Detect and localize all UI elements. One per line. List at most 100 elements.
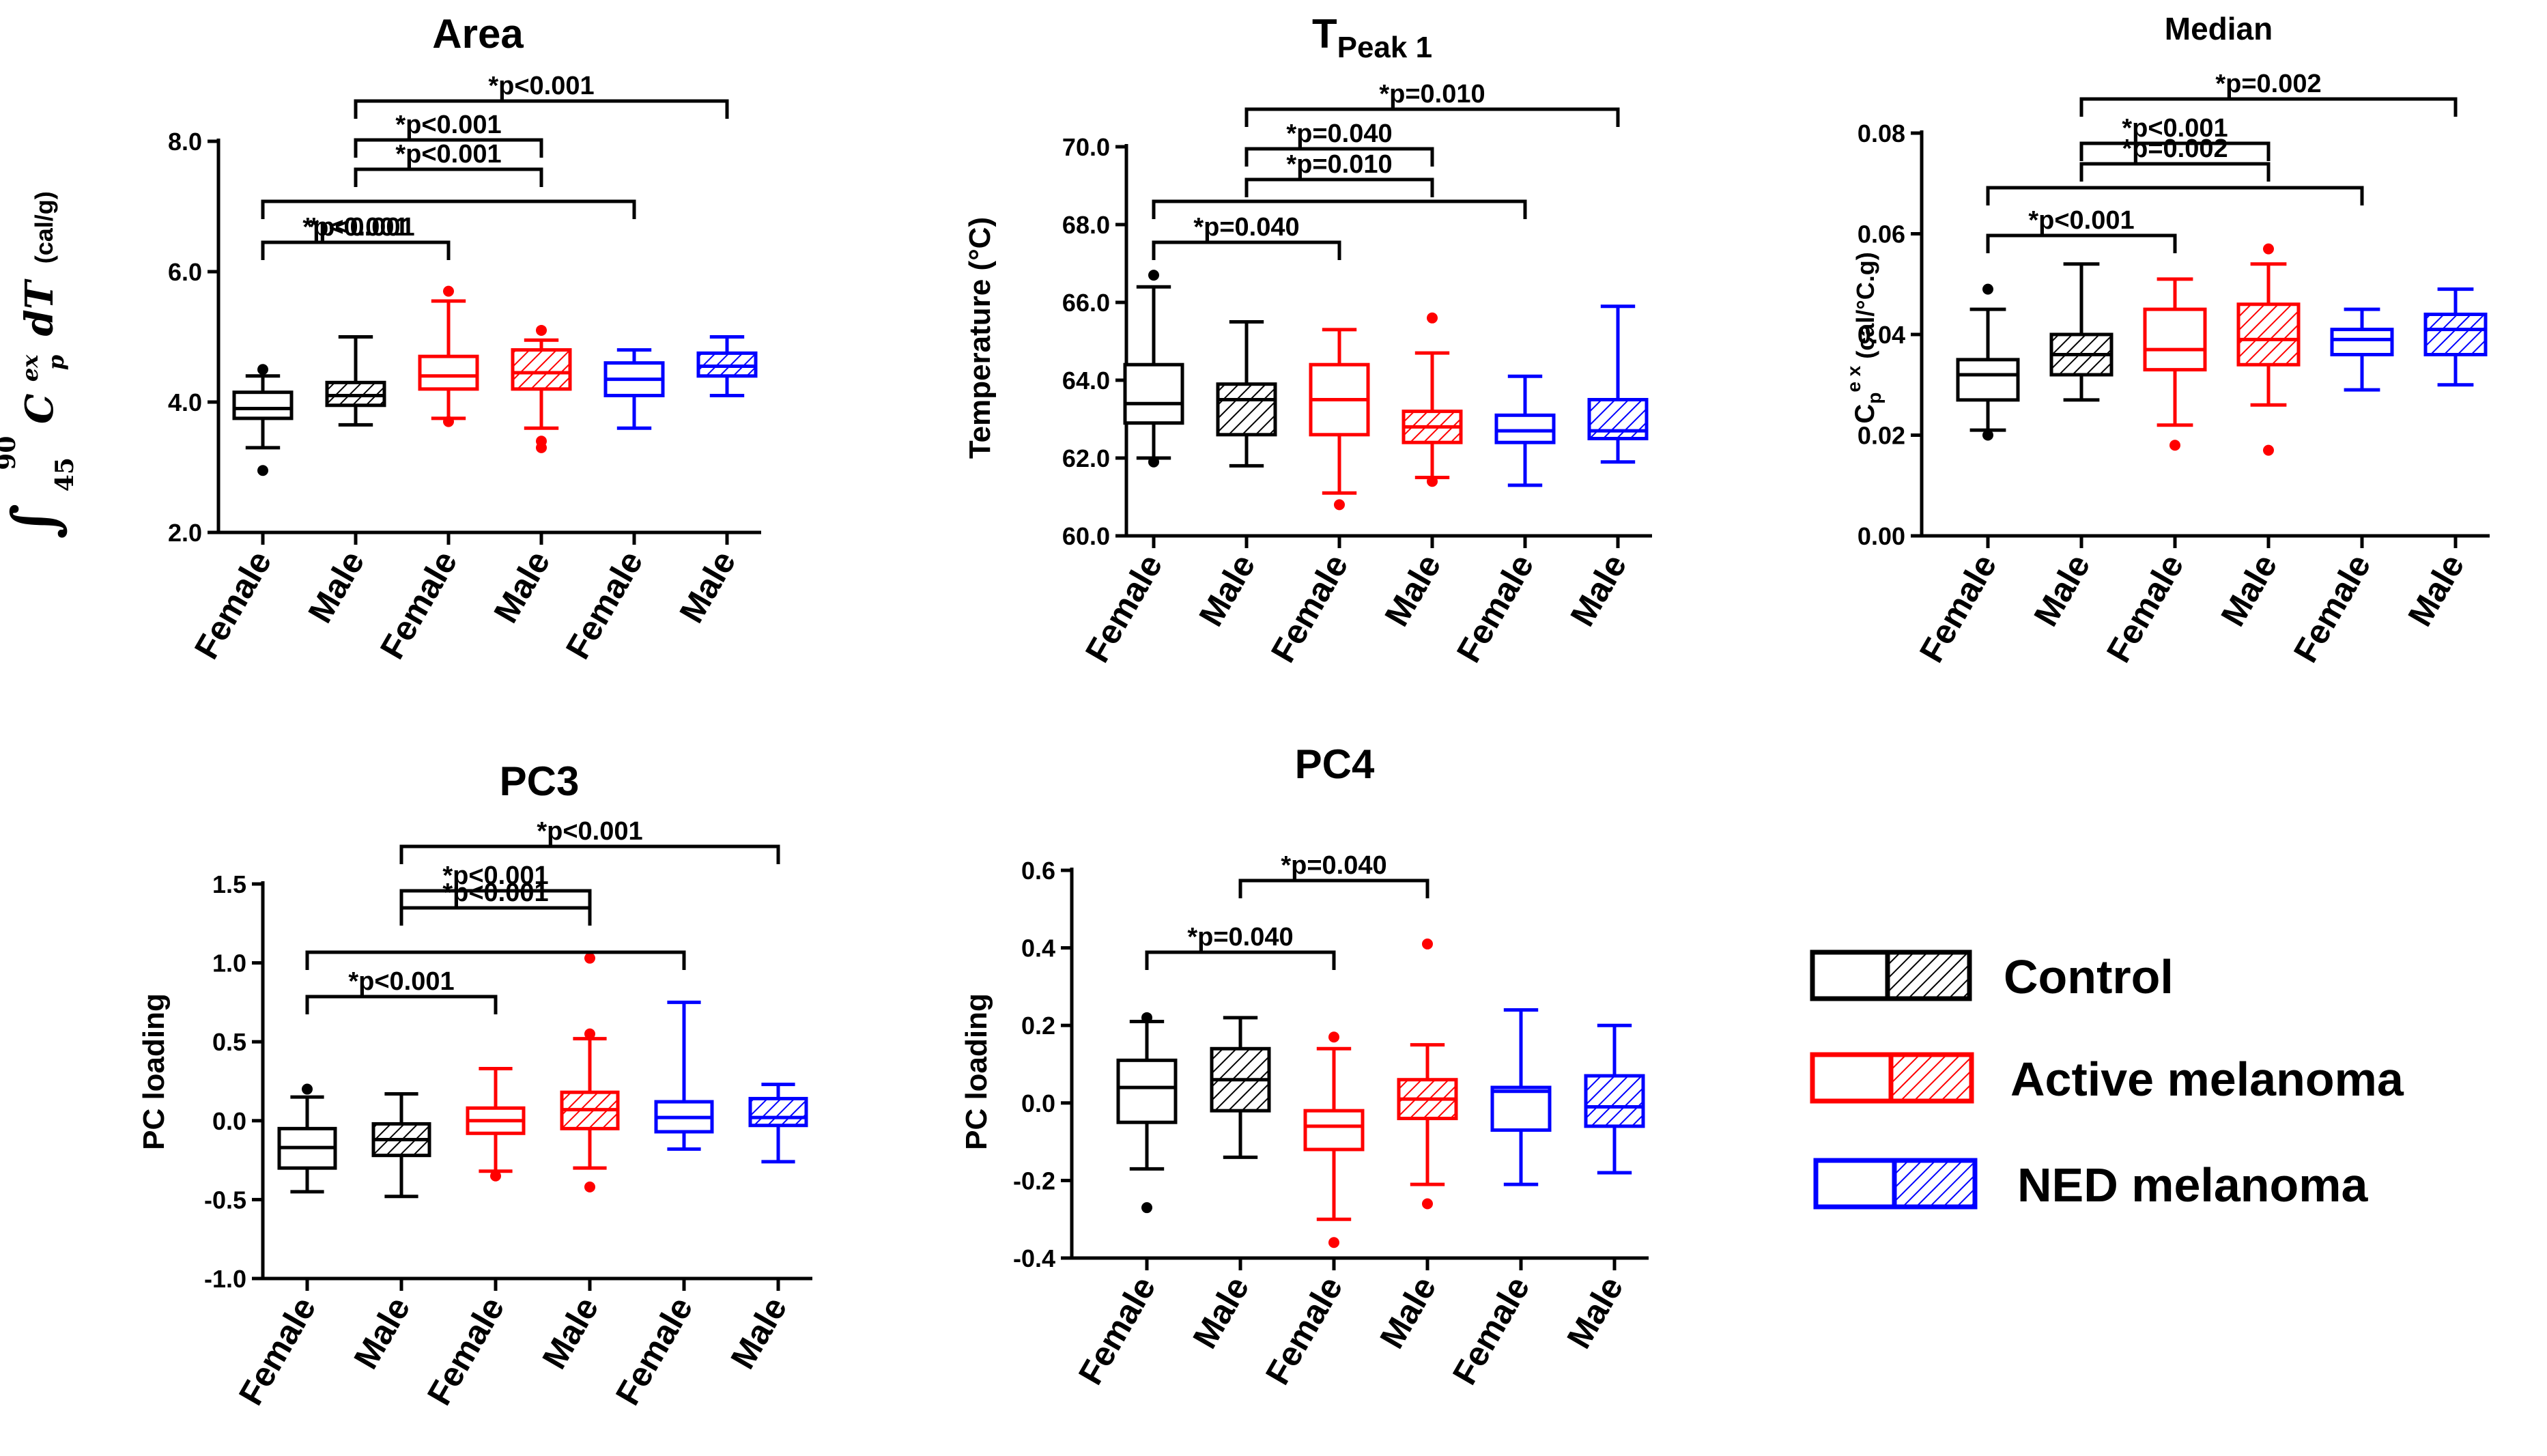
x-tick-label: Male bbox=[346, 1291, 417, 1375]
legend-swatch-open bbox=[1810, 1052, 1894, 1104]
p-value-label: *p=0.002 bbox=[2122, 134, 2228, 163]
y-axis-label: PC loading bbox=[960, 993, 993, 1150]
box-1 bbox=[232, 364, 294, 476]
panel-pc3: PC3 PC loading -1.0 -0.5 0.0 0.5 1.0 1.5 Femal… bbox=[137, 758, 812, 1412]
box-4 bbox=[560, 952, 620, 1193]
box-iqr bbox=[232, 390, 294, 420]
chart-title-sub: Peak 1 bbox=[1337, 31, 1432, 64]
box-6 bbox=[2423, 287, 2488, 387]
outlier-point bbox=[536, 436, 547, 447]
x-tick-label: Male bbox=[672, 545, 743, 629]
bracket-line bbox=[1986, 186, 2364, 205]
y-tick-label: 70.0 bbox=[1062, 133, 1110, 161]
outlier-point bbox=[2263, 243, 2274, 255]
y-tick-label: 0.08 bbox=[1858, 119, 1905, 147]
y-label-sub: p bbox=[1864, 392, 1885, 404]
y-axis-label: Temperature (°C) bbox=[963, 217, 997, 459]
chart-title: TPeak 1 bbox=[1312, 11, 1432, 64]
significance-bracket: *p<0.001 bbox=[354, 111, 543, 158]
y-axis-label: ∫ 45 90 C ex p dT (cal/g) bbox=[0, 191, 79, 539]
bracket-line bbox=[261, 240, 451, 260]
outlier-point bbox=[1141, 1012, 1152, 1023]
legend-label: Control bbox=[2004, 950, 2174, 1003]
x-tick-label: Female bbox=[1912, 548, 2004, 669]
box-4 bbox=[2236, 243, 2301, 456]
y-tick-label: 68.0 bbox=[1062, 211, 1110, 239]
box-4 bbox=[511, 324, 572, 453]
p-value-label: *p<0.001 bbox=[442, 879, 548, 907]
y-tick-label: 0.06 bbox=[1858, 220, 1905, 248]
significance-bracket: *p<0.001 bbox=[399, 861, 592, 909]
legend-label: Active melanoma bbox=[2010, 1053, 2404, 1106]
legend-swatch-hatched bbox=[1885, 950, 1972, 1001]
significance-bracket: *p=0.040 bbox=[1152, 213, 1341, 260]
p-value-label: *p=0.010 bbox=[1286, 150, 1392, 179]
x-tick-label: Female bbox=[420, 1291, 512, 1412]
y-tick-label: 0.2 bbox=[1021, 1012, 1055, 1040]
y-label-upper: 90 bbox=[0, 436, 21, 470]
x-tick-label: Female bbox=[1078, 548, 1170, 669]
panel-tpeak1: TPeak 1 Temperature (°C) 60.0 62.0 64.0 66.… bbox=[963, 11, 1652, 669]
box-6 bbox=[696, 335, 758, 397]
x-tick-label: Female bbox=[187, 545, 279, 666]
outlier-point bbox=[490, 1170, 501, 1182]
y-tick-label: 0.0 bbox=[1021, 1089, 1055, 1117]
box-iqr bbox=[2330, 328, 2394, 356]
outlier-point bbox=[302, 1083, 313, 1095]
box-5 bbox=[1494, 374, 1556, 487]
significance-bracket bbox=[261, 199, 636, 219]
x-tick-label: Female bbox=[1258, 1270, 1350, 1391]
x-tick-label: Male bbox=[1185, 1270, 1256, 1355]
outlier-point bbox=[2169, 440, 2180, 451]
x-tick-label: Female bbox=[2286, 548, 2378, 669]
x-tick-label: Male bbox=[1559, 1270, 1630, 1355]
p-value-label: *p=0.040 bbox=[1286, 119, 1392, 148]
y-tick-label: 60.0 bbox=[1062, 522, 1110, 550]
legend-item-ned: NED melanoma bbox=[1813, 1158, 2369, 1212]
p-value-label: *p<0.001 bbox=[488, 72, 594, 100]
panel-median: Median Cpe x (cal/°C.g) 0.00 0.02 0.04 0.06… bbox=[1843, 11, 2490, 669]
significance-bracket: *p<0.001 bbox=[305, 967, 498, 1014]
y-label-var: C bbox=[1850, 404, 1880, 424]
legend-item-control: Control bbox=[1810, 950, 2174, 1003]
y-tick-label: -1.0 bbox=[204, 1265, 246, 1293]
box-iqr bbox=[748, 1096, 808, 1128]
chart-title-main: T bbox=[1312, 11, 1337, 57]
significance-bracket: *p<0.001 bbox=[354, 72, 729, 119]
x-tick-label: Male bbox=[535, 1291, 606, 1375]
box-3 bbox=[418, 285, 479, 427]
y-label-sup: e x bbox=[1843, 365, 1864, 392]
y-label-sub: p bbox=[43, 355, 69, 370]
significance-bracket bbox=[305, 950, 686, 970]
outlier-point bbox=[584, 1181, 595, 1193]
chart-title: PC4 bbox=[1295, 741, 1375, 787]
box-3 bbox=[466, 1067, 526, 1182]
y-tick-label: 8.0 bbox=[168, 128, 202, 156]
bracket-line bbox=[399, 889, 592, 909]
y-tick-label: 6.0 bbox=[168, 258, 202, 286]
y-label-integral: ∫ bbox=[0, 504, 71, 539]
y-tick-label: 0.02 bbox=[1858, 422, 1905, 450]
p-value-label: *p=0.002 bbox=[2215, 70, 2321, 98]
outlier-point bbox=[2263, 444, 2274, 456]
y-tick-label: 0.0 bbox=[212, 1107, 246, 1135]
y-tick-label: 62.0 bbox=[1062, 444, 1110, 472]
x-tick-label: Female bbox=[558, 545, 651, 666]
y-tick-label: 0.4 bbox=[1021, 934, 1055, 962]
box-iqr bbox=[1123, 362, 1184, 425]
box-iqr bbox=[1216, 382, 1277, 437]
p-value-label: *p<0.001 bbox=[442, 861, 548, 890]
significance-bracket bbox=[1986, 186, 2364, 205]
p-value-label: *p<0.001 bbox=[2028, 206, 2134, 235]
x-tick-label: Male bbox=[1372, 1270, 1443, 1355]
legend-swatch-open bbox=[1813, 1158, 1897, 1210]
chart-title: Median bbox=[2165, 11, 2273, 46]
box-2 bbox=[371, 1091, 431, 1199]
outlier-point bbox=[1982, 283, 1993, 295]
significance-bracket: *p<0.001 bbox=[399, 879, 592, 926]
outlier-point bbox=[257, 465, 268, 476]
box-iqr bbox=[1956, 358, 2020, 402]
y-tick-label: 0.5 bbox=[212, 1028, 246, 1056]
x-tick-label: Female bbox=[1071, 1270, 1163, 1391]
